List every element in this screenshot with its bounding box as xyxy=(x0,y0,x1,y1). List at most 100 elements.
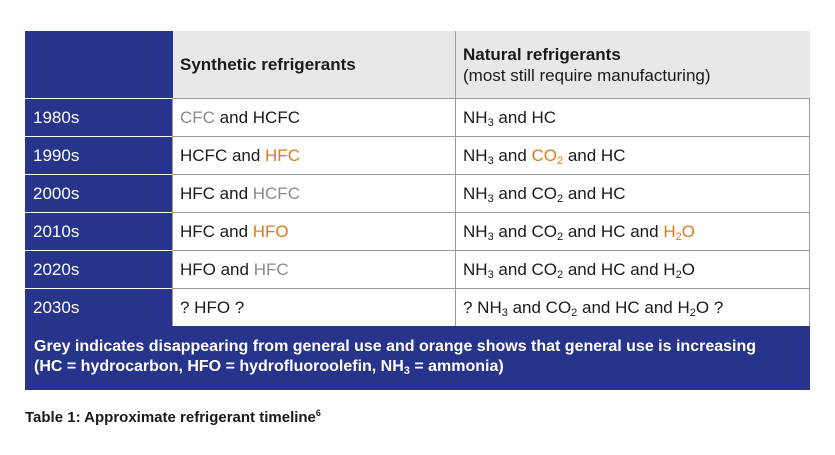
subscript: 2 xyxy=(557,268,564,281)
footnote-line-2-b: = ammonia) xyxy=(409,358,504,375)
text-segment: and xyxy=(493,145,532,165)
text-segment: and CO xyxy=(493,221,557,241)
footnote-line-2-sub: 3 xyxy=(403,365,410,377)
text-segment: HCFC and xyxy=(180,145,266,165)
subscript: 3 xyxy=(487,154,494,167)
synthetic-cell-text: HFO and HFC xyxy=(180,260,289,280)
text-segment: HFO and xyxy=(180,259,254,279)
text-segment: and CO xyxy=(507,297,572,317)
header-synthetic-cell: Synthetic refrigerants xyxy=(172,31,455,98)
caption-text: Table 1: Approximate refrigerant timelin… xyxy=(25,409,316,426)
text-segment: and CO xyxy=(493,259,557,279)
text-segment: ? NH xyxy=(463,297,502,317)
text-segment: HCFC xyxy=(252,183,300,203)
synthetic-cell-text: CFC and HCFC xyxy=(180,108,300,128)
synthetic-cell-text: ? HFO ? xyxy=(180,298,244,318)
synthetic-cell-text: HCFC and HFC xyxy=(180,146,300,166)
decade-cell: 2000s xyxy=(25,174,172,212)
text-segment: CO xyxy=(531,145,558,165)
text-segment: and HC xyxy=(563,145,626,165)
table-body: 1980s CFC and HCFC NH3 and HC 1990s HCFC and… xyxy=(25,98,810,326)
natural-cell-text: NH3 and HC xyxy=(463,107,557,129)
synthetic-cell: HFO and HFC xyxy=(172,250,455,288)
table-footnote: Grey indicates disappearing from general… xyxy=(25,326,810,390)
text-segment: and HC xyxy=(563,183,626,203)
header-natural-label: Natural refrigerants xyxy=(463,44,621,64)
header-natural-sublabel: (most still require manufacturing) xyxy=(463,65,711,85)
text-segment: and HCFC xyxy=(214,107,300,127)
subscript: 2 xyxy=(675,230,682,243)
text-segment: HFC xyxy=(253,259,289,279)
natural-cell: NH3 and CO2 and HC xyxy=(455,136,810,174)
subscript: 2 xyxy=(675,268,682,281)
subscript: 3 xyxy=(501,306,508,319)
header-natural-cell: Natural refrigerants (most still require… xyxy=(455,31,810,98)
refrigerant-timeline-table: Synthetic refrigerants Natural refrigera… xyxy=(25,31,810,390)
decade-cell: 2020s xyxy=(25,250,172,288)
synthetic-cell: HCFC and HFC xyxy=(172,136,455,174)
table-row: 2010s HFC and HFO NH3 and CO2 and HC and H… xyxy=(25,212,810,250)
table-row: 2030s? HFO ?? NH3 and CO2 and HC and H2O… xyxy=(25,288,810,326)
natural-cell-text: ? NH3 and CO2 and HC and H2O ? xyxy=(463,297,724,319)
header-corner-cell xyxy=(25,31,172,98)
text-segment: HFC and xyxy=(180,221,253,241)
subscript: 3 xyxy=(487,116,494,129)
text-segment: NH xyxy=(463,221,488,241)
synthetic-cell: HFC and HCFC xyxy=(172,174,455,212)
table-caption: Table 1: Approximate refrigerant timelin… xyxy=(25,408,321,427)
text-segment: ? HFO ? xyxy=(180,297,245,317)
natural-cell-text: NH3 and CO2 and HC xyxy=(463,183,626,205)
synthetic-cell: HFC and HFO xyxy=(172,212,455,250)
text-segment: HFC xyxy=(265,145,300,165)
text-segment: and HC xyxy=(493,107,557,127)
natural-cell: NH3 and CO2 and HC and H2O xyxy=(455,250,810,288)
table-row: 2020s HFO and HFC NH3 and CO2 and HC and H… xyxy=(25,250,810,288)
text-segment: NH xyxy=(463,183,488,203)
subscript: 3 xyxy=(487,268,494,281)
subscript: 2 xyxy=(689,306,696,319)
subscript: 2 xyxy=(557,230,564,243)
text-segment: HFC and xyxy=(180,183,253,203)
text-segment: and CO xyxy=(493,183,557,203)
decade-cell: 2030s xyxy=(25,288,172,326)
natural-cell: NH3 and HC xyxy=(455,98,810,136)
text-segment: NH xyxy=(463,107,488,127)
natural-cell-text: NH3 and CO2 and HC and H2O xyxy=(463,259,695,281)
natural-cell-text: NH3 and CO2 and HC and H2O xyxy=(463,221,695,243)
text-segment: and HC and H xyxy=(563,259,676,279)
natural-cell: NH3 and CO2 and HC and H2O xyxy=(455,212,810,250)
synthetic-cell-text: HFC and HFO xyxy=(180,222,289,242)
header-synthetic-label: Synthetic refrigerants xyxy=(180,55,356,74)
synthetic-cell-text: HFC and HCFC xyxy=(180,184,300,204)
caption-reference: 6 xyxy=(315,408,321,418)
table-row: 1980s CFC and HCFC NH3 and HC xyxy=(25,98,810,136)
text-segment: O xyxy=(681,259,695,279)
text-segment: H xyxy=(663,221,676,241)
synthetic-cell: CFC and HCFC xyxy=(172,98,455,136)
footnote-line-2-a: (HC = hydrocarbon, HFO = hydrofluoroolef… xyxy=(34,358,404,375)
table-row: 2000s HFC and HCFC NH3 and CO2 and HC xyxy=(25,174,810,212)
table-row: 1990s HCFC and HFC NH3 and CO2 and HC xyxy=(25,136,810,174)
decade-cell: 1990s xyxy=(25,136,172,174)
subscript: 3 xyxy=(487,192,494,205)
natural-cell: ? NH3 and CO2 and HC and H2O ? xyxy=(455,288,810,326)
text-segment: and HC and H xyxy=(577,297,690,317)
text-segment: NH xyxy=(463,259,488,279)
text-segment: HFO xyxy=(252,221,289,241)
text-segment: NH xyxy=(463,145,488,165)
text-segment: CFC xyxy=(180,107,215,127)
table-header-row: Synthetic refrigerants Natural refrigera… xyxy=(25,31,810,98)
subscript: 2 xyxy=(557,192,564,205)
footnote-line-2: (HC = hydrocarbon, HFO = hydrofluoroolef… xyxy=(34,357,801,377)
text-segment: O xyxy=(681,221,695,241)
decade-cell: 2010s xyxy=(25,212,172,250)
natural-cell: NH3 and CO2 and HC xyxy=(455,174,810,212)
synthetic-cell: ? HFO ? xyxy=(172,288,455,326)
text-segment: O ? xyxy=(695,297,724,317)
subscript: 2 xyxy=(571,306,578,319)
natural-cell-text: NH3 and CO2 and HC xyxy=(463,145,626,167)
subscript: 2 xyxy=(557,154,564,167)
footnote-line-1: Grey indicates disappearing from general… xyxy=(34,338,756,355)
decade-cell: 1980s xyxy=(25,98,172,136)
subscript: 3 xyxy=(487,230,494,243)
